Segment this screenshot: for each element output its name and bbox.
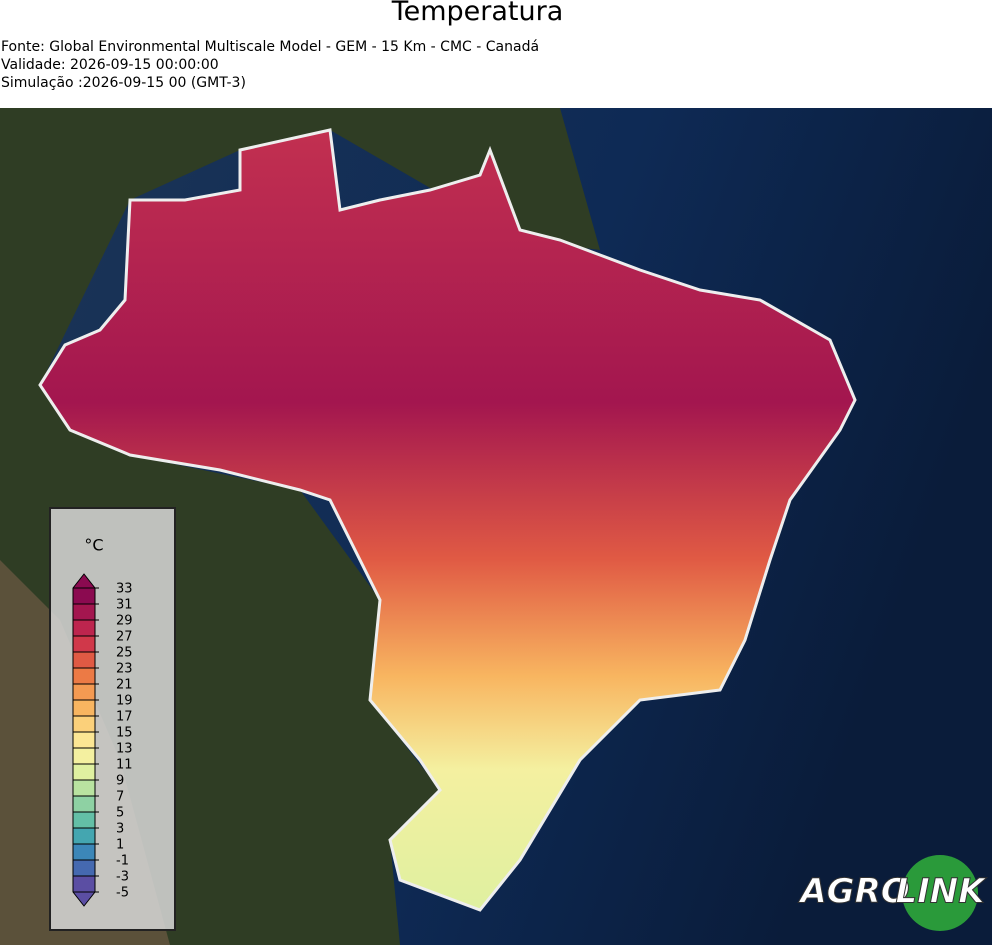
colorbar-band [73, 620, 95, 636]
colorbar-label: 11 [116, 758, 133, 773]
colorbar-band [73, 732, 95, 748]
colorbar-band [73, 860, 95, 876]
colorbar-label: 29 [116, 614, 133, 629]
colorbar-label: 31 [116, 598, 133, 613]
colorbar-band [73, 876, 95, 892]
colorbar-label: 33 [116, 582, 133, 597]
colorbar-top [73, 574, 95, 588]
colorbar-band [73, 588, 95, 604]
title: Temperatura [391, 0, 564, 27]
logo-circle [902, 855, 978, 931]
colorbar-label: 15 [116, 726, 133, 741]
colorbar-band [73, 828, 95, 844]
colorbar-band [73, 684, 95, 700]
colorbar-band [73, 716, 95, 732]
colorbar-label: 23 [116, 662, 133, 677]
colorbar-band [73, 652, 95, 668]
simulation-line: Simulação :2026-09-15 00 (GMT-3) [1, 75, 246, 91]
legend-unit: °C [84, 536, 103, 555]
source-line: Fonte: Global Environmental Multiscale M… [1, 39, 540, 55]
colorbar-label: 13 [116, 742, 133, 757]
legend-box [49, 507, 176, 931]
colorbar-band [73, 700, 95, 716]
colorbar-label: 17 [116, 710, 133, 725]
brazil-temperature [38, 128, 857, 912]
colorbar-bottom [73, 892, 95, 906]
colorbar-label: -5 [116, 886, 129, 901]
colorbar-band [73, 604, 95, 620]
header: Temperatura Fonte: Global Environmental … [0, 0, 992, 108]
colorbar-label: 21 [116, 678, 133, 693]
colorbar-label: 27 [116, 630, 133, 645]
colorbar-band [73, 748, 95, 764]
logo-left: AGRO [797, 872, 909, 912]
colorbar-band [73, 780, 95, 796]
colorbar-label: 19 [116, 694, 133, 709]
colorbar-band [73, 764, 95, 780]
colorbar-band [73, 668, 95, 684]
colorbar-label: -3 [116, 870, 129, 885]
colorbar-label: 25 [116, 646, 133, 661]
validity-line: Validade: 2026-09-15 00:00:00 [1, 57, 219, 73]
colorbar-band [73, 812, 95, 828]
colorbar-band [73, 636, 95, 652]
colorbar-label: 9 [116, 774, 124, 789]
colorbar-label: 1 [116, 838, 124, 853]
colorbar-label: -1 [116, 854, 129, 869]
colorbar-label: 3 [116, 822, 124, 837]
colorbar-label: 5 [116, 806, 124, 821]
logo-right: LINK [895, 872, 987, 912]
colorbar-label: 7 [116, 790, 124, 805]
colorbar-band [73, 796, 95, 812]
colorbar-band [73, 844, 95, 860]
